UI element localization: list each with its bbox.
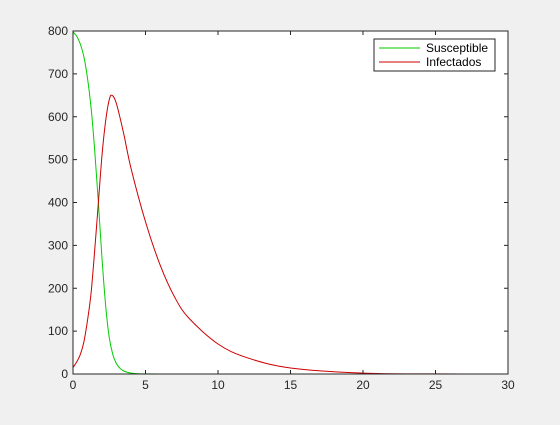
x-tick-label: 15 — [284, 378, 298, 392]
legend-label-infectados: Infectados — [426, 55, 481, 69]
x-tick-label: 5 — [142, 378, 149, 392]
legend-box — [373, 38, 496, 72]
x-tick-label: 25 — [429, 378, 443, 392]
y-tick-label: 300 — [48, 238, 68, 252]
y-tick-label: 0 — [61, 367, 68, 381]
y-tick-label: 600 — [48, 110, 68, 124]
y-tick-label: 700 — [48, 67, 68, 81]
series-line-infectados — [72, 94, 509, 375]
plot-area — [73, 31, 508, 374]
y-tick-label: 800 — [48, 24, 68, 38]
y-tick-label: 100 — [48, 324, 68, 338]
y-tick-label: 500 — [48, 153, 68, 167]
x-tick-label: 10 — [211, 378, 225, 392]
x-tick-label: 20 — [356, 378, 370, 392]
x-tick-label: 30 — [501, 378, 515, 392]
x-tick-label: 0 — [70, 378, 77, 392]
y-tick-label: 200 — [48, 281, 68, 295]
legend-label-susceptible: Susceptible — [426, 41, 488, 55]
y-tick-label: 400 — [48, 196, 68, 210]
